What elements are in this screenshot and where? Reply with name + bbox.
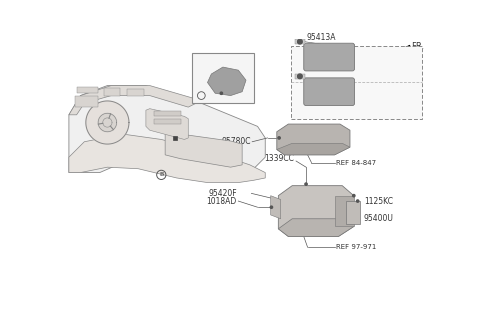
Bar: [77, 87, 98, 93]
Text: 95413A: 95413A: [306, 68, 336, 77]
Text: 1125KC: 1125KC: [364, 197, 393, 206]
Bar: [192, 53, 254, 103]
Polygon shape: [165, 132, 242, 167]
Text: REF 97-971: REF 97-971: [336, 244, 376, 250]
Polygon shape: [277, 143, 350, 155]
Text: (POWER SLID'G BOTH): (POWER SLID'G BOTH): [295, 73, 372, 80]
Circle shape: [298, 39, 302, 44]
Text: 1339CC: 1339CC: [264, 154, 295, 163]
Polygon shape: [103, 118, 112, 127]
Circle shape: [278, 137, 280, 139]
Bar: [173, 135, 178, 140]
Circle shape: [270, 206, 273, 208]
Polygon shape: [69, 86, 265, 178]
Text: (SMART KEY): (SMART KEY): [295, 106, 339, 113]
FancyBboxPatch shape: [304, 78, 355, 106]
Bar: [75, 96, 98, 107]
Text: 95420F: 95420F: [208, 189, 237, 198]
Bar: [154, 119, 180, 124]
Polygon shape: [86, 101, 129, 144]
Bar: [346, 201, 360, 224]
Text: 95400U: 95400U: [364, 214, 394, 223]
Polygon shape: [278, 186, 354, 236]
Circle shape: [305, 183, 307, 185]
FancyBboxPatch shape: [304, 43, 355, 71]
Text: 1018AD: 1018AD: [206, 196, 237, 206]
Text: 69826: 69826: [223, 92, 245, 99]
Text: 95440K: 95440K: [384, 87, 414, 96]
Text: FR.: FR.: [411, 42, 424, 51]
Circle shape: [353, 195, 355, 197]
Text: 95780C: 95780C: [221, 137, 251, 146]
Bar: [295, 39, 304, 44]
Polygon shape: [277, 124, 350, 155]
Polygon shape: [207, 67, 246, 95]
Text: 95430D: 95430D: [196, 77, 224, 83]
Circle shape: [298, 74, 302, 79]
Bar: [104, 88, 120, 95]
Text: 95440K: 95440K: [384, 52, 414, 62]
Bar: [127, 90, 144, 95]
Bar: [154, 111, 180, 116]
Circle shape: [357, 200, 359, 202]
Text: REF 84-847: REF 84-847: [336, 159, 376, 166]
Polygon shape: [69, 134, 265, 183]
Bar: [291, 46, 421, 119]
Text: 95413A: 95413A: [306, 33, 336, 42]
Circle shape: [220, 92, 223, 94]
Text: B: B: [159, 173, 163, 177]
Text: B: B: [200, 93, 203, 98]
Polygon shape: [335, 196, 354, 226]
Polygon shape: [69, 86, 196, 115]
Polygon shape: [278, 219, 354, 236]
Polygon shape: [271, 196, 281, 219]
Bar: [295, 74, 304, 79]
Polygon shape: [98, 113, 117, 132]
Polygon shape: [146, 109, 188, 139]
